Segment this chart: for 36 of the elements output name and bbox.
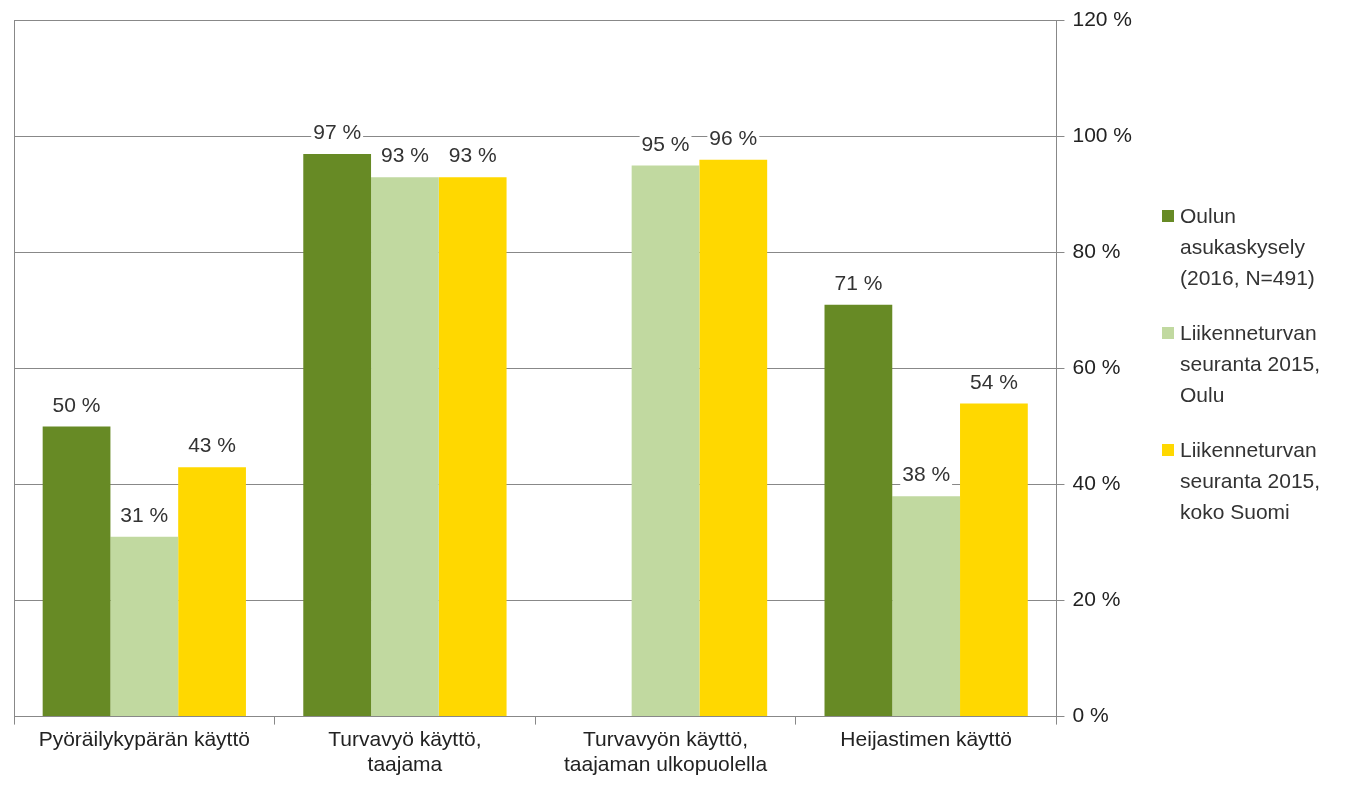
y-tick-label: 80 %: [1072, 239, 1121, 263]
bar: [892, 496, 961, 717]
data-label: 50 %: [52, 392, 101, 416]
x-tick-label: Pyöräilykypärän käyttö: [38, 727, 250, 750]
data-label: 43 %: [188, 433, 236, 457]
x-tick-label: Turvavyön käyttö, taajaman ulkopuolella: [563, 727, 768, 776]
y-tick-label: 100 %: [1072, 123, 1132, 147]
x-tick-label: Heijastimen käyttö: [840, 727, 1012, 750]
bar: [110, 536, 179, 717]
data-label: 95 %: [641, 131, 690, 155]
bar: [371, 177, 439, 717]
data-label: 96 %: [709, 126, 758, 150]
legend-label: Liikenneturvan seuranta 2015, koko Suomi: [1180, 437, 1322, 525]
y-tick-label: 20 %: [1072, 587, 1121, 611]
data-label: 38 %: [902, 462, 951, 486]
y-tick-label: 40 %: [1072, 471, 1121, 495]
data-label: 93 %: [448, 143, 497, 167]
bar: [960, 403, 1028, 717]
x-tick-label: Turvavyö käyttö, taajama: [328, 727, 482, 776]
bar: [303, 154, 372, 717]
bar: [631, 165, 700, 717]
legend-label: Liikenneturvan seuranta 2015, Oulu: [1180, 320, 1322, 408]
y-tick-label: 60 %: [1072, 355, 1121, 379]
y-tick-label: 0 %: [1072, 703, 1109, 727]
data-label: 54 %: [969, 369, 1018, 393]
bar: [42, 426, 111, 717]
data-label: 97 %: [313, 120, 362, 144]
bar: [824, 304, 893, 717]
data-label: 93 %: [380, 143, 429, 167]
y-tick-label: 120 %: [1072, 7, 1132, 31]
bar: [178, 467, 246, 717]
data-label: 31 %: [120, 503, 169, 527]
bar: [438, 177, 507, 717]
legend-label: Oulun asukaskysely (2016, N=491): [1180, 203, 1316, 291]
bar: [699, 159, 768, 717]
data-label: 71 %: [834, 271, 883, 295]
